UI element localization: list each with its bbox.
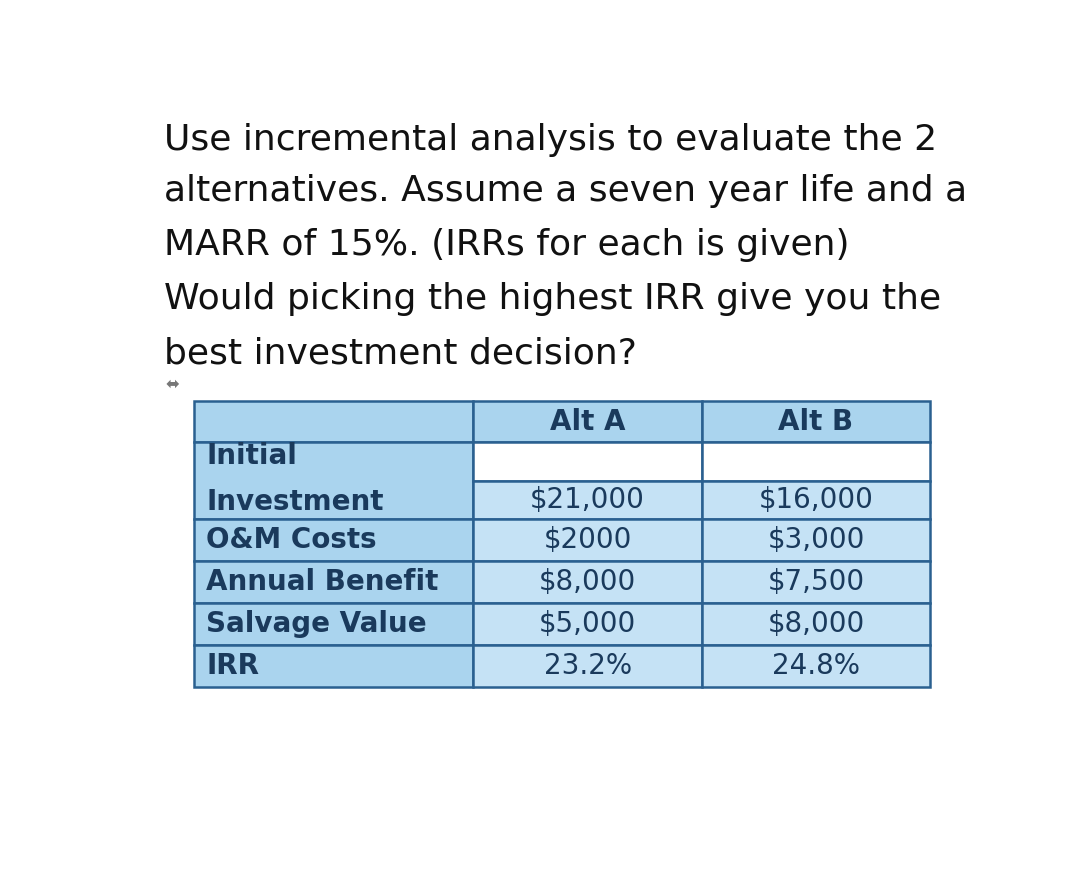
Text: $2000: $2000 (543, 526, 632, 554)
Bar (702, 603, 930, 645)
Bar (702, 519, 930, 561)
Bar (473, 561, 702, 603)
Bar (473, 603, 702, 645)
Text: $8,000: $8,000 (539, 568, 636, 596)
Text: $7,500: $7,500 (768, 568, 865, 596)
Text: MARR of 15%. (IRRs for each is given): MARR of 15%. (IRRs for each is given) (164, 228, 850, 262)
Text: Salvage Value: Salvage Value (206, 610, 427, 638)
Text: alternatives. Assume a seven year life and a: alternatives. Assume a seven year life a… (164, 174, 968, 208)
Text: Alt A: Alt A (550, 407, 625, 436)
Bar (473, 482, 702, 519)
Bar (473, 519, 702, 561)
Bar (702, 561, 930, 603)
Text: Investment: Investment (206, 488, 383, 516)
Text: $3,000: $3,000 (767, 526, 865, 554)
Text: Initial: Initial (206, 442, 297, 470)
Text: IRR: IRR (206, 652, 259, 680)
Bar (473, 645, 702, 687)
Text: ⬌: ⬌ (165, 375, 179, 393)
Text: Alt B: Alt B (779, 407, 853, 436)
Text: $8,000: $8,000 (768, 610, 865, 638)
Bar (473, 442, 702, 482)
Text: $21,000: $21,000 (530, 486, 645, 514)
Bar (702, 442, 930, 482)
Text: 24.8%: 24.8% (772, 652, 860, 680)
Text: Would picking the highest IRR give you the: Would picking the highest IRR give you t… (164, 282, 942, 317)
Bar (193, 645, 473, 687)
Bar (193, 519, 473, 561)
Text: $16,000: $16,000 (758, 486, 874, 514)
Bar (193, 442, 473, 519)
Text: Annual Benefit: Annual Benefit (206, 568, 438, 596)
Text: Use incremental analysis to evaluate the 2: Use incremental analysis to evaluate the… (164, 123, 937, 157)
Text: best investment decision?: best investment decision? (164, 337, 637, 370)
Bar (193, 603, 473, 645)
Bar (702, 401, 930, 442)
Text: 23.2%: 23.2% (543, 652, 632, 680)
Bar (473, 401, 702, 442)
Text: O&M Costs: O&M Costs (206, 526, 377, 554)
Bar (702, 482, 930, 519)
Bar (702, 645, 930, 687)
Bar (193, 561, 473, 603)
Text: $5,000: $5,000 (539, 610, 636, 638)
Bar (193, 401, 473, 442)
